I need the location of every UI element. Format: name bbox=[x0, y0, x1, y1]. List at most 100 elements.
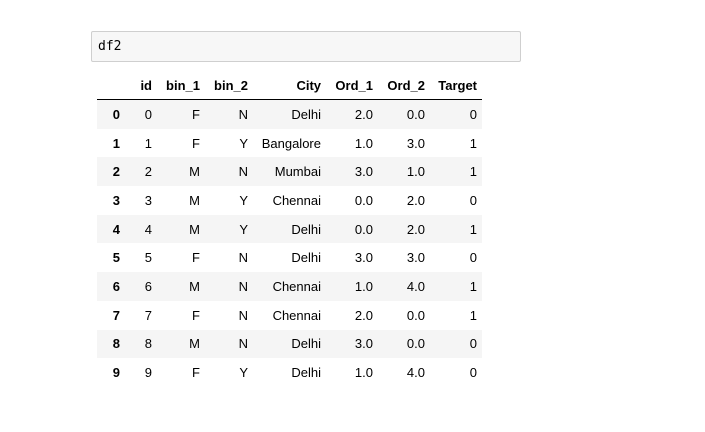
ord-1-cell: 1.0 bbox=[354, 365, 373, 381]
header-target: Target bbox=[430, 72, 482, 100]
row-index-cell: 8 bbox=[112, 336, 120, 352]
table-body: 0 0 F N Delhi 2.0 0.0 0 1 1 F Y Bangalore 1.0 3.0 1 2 2 M N… bbox=[97, 99, 482, 387]
ord-2-cell: 3.0 bbox=[406, 135, 425, 151]
code-cell-input[interactable]: df2 bbox=[91, 31, 521, 62]
ord-2-cell: 2.0 bbox=[406, 221, 425, 237]
bin-2-cell: N bbox=[238, 164, 248, 180]
city-cell: Chennai bbox=[272, 307, 321, 323]
city-cell: Delhi bbox=[291, 106, 321, 122]
row-index-cell: 1 bbox=[112, 135, 120, 151]
table-row: 1 1 F Y Bangalore 1.0 3.0 1 bbox=[97, 128, 482, 158]
bin-2-cell: Y bbox=[239, 192, 248, 208]
ord-1-cell: 2.0 bbox=[354, 307, 373, 323]
bin-2-cell: Y bbox=[239, 221, 248, 237]
table-row: 7 7 F N Chennai 2.0 0.0 1 bbox=[97, 300, 482, 330]
table-row: 2 2 M N Mumbai 3.0 1.0 1 bbox=[97, 157, 482, 187]
id-cell: 8 bbox=[144, 336, 152, 352]
table-row: 0 0 F N Delhi 2.0 0.0 0 bbox=[97, 99, 482, 129]
target-cell: 0 bbox=[469, 192, 477, 208]
target-cell: 1 bbox=[469, 135, 477, 151]
header-ord-1: Ord_1 bbox=[326, 72, 378, 100]
id-cell: 3 bbox=[144, 192, 152, 208]
table-row: 8 8 M N Delhi 3.0 0.0 0 bbox=[97, 329, 482, 359]
row-index-cell: 9 bbox=[112, 365, 120, 381]
ord-2-cell: 3.0 bbox=[406, 250, 425, 266]
table-row: 3 3 M Y Chennai 0.0 2.0 0 bbox=[97, 186, 482, 215]
header-bin-2: bin_2 bbox=[205, 72, 253, 100]
ord-1-cell: 3.0 bbox=[354, 336, 373, 352]
target-cell: 1 bbox=[469, 221, 477, 237]
city-cell: Delhi bbox=[291, 365, 321, 381]
bin-2-cell: N bbox=[238, 250, 248, 266]
row-index-cell: 2 bbox=[112, 164, 120, 180]
bin-2-cell: Y bbox=[239, 365, 248, 381]
bin-1-cell: F bbox=[192, 250, 200, 266]
table-header: id bin_1 bin_2 City Ord_1 Ord_2 Target bbox=[97, 72, 482, 100]
header-id: id bbox=[125, 72, 157, 100]
ord-1-cell: 3.0 bbox=[354, 164, 373, 180]
ord-2-cell: 0.0 bbox=[406, 307, 425, 323]
header-index bbox=[97, 72, 125, 100]
city-cell: Chennai bbox=[272, 278, 321, 294]
city-cell: Delhi bbox=[291, 221, 321, 237]
code-text: df2 bbox=[98, 39, 122, 54]
ord-1-cell: 0.0 bbox=[354, 221, 373, 237]
bin-1-cell: M bbox=[189, 192, 200, 208]
city-cell: Bangalore bbox=[261, 135, 321, 151]
header-bin-1: bin_1 bbox=[157, 72, 205, 100]
target-cell: 0 bbox=[469, 250, 477, 266]
id-cell: 0 bbox=[144, 106, 152, 122]
table-row: 6 6 M N Chennai 1.0 4.0 1 bbox=[97, 272, 482, 301]
dataframe-table: id bin_1 bin_2 City Ord_1 Ord_2 Target 0… bbox=[97, 72, 482, 387]
ord-1-cell: 3.0 bbox=[354, 250, 373, 266]
bin-1-cell: M bbox=[189, 278, 200, 294]
row-index-cell: 6 bbox=[112, 278, 120, 294]
ord-2-cell: 2.0 bbox=[406, 192, 425, 208]
header-ord-2: Ord_2 bbox=[378, 72, 430, 100]
table-row: 4 4 M Y Delhi 0.0 2.0 1 bbox=[97, 214, 482, 244]
city-cell: Delhi bbox=[291, 336, 321, 352]
bin-1-cell: F bbox=[192, 135, 200, 151]
bin-1-cell: F bbox=[192, 365, 200, 381]
id-cell: 9 bbox=[144, 365, 152, 381]
ord-2-cell: 4.0 bbox=[406, 365, 425, 381]
row-index-cell: 0 bbox=[112, 106, 120, 122]
id-cell: 2 bbox=[144, 164, 152, 180]
target-cell: 0 bbox=[469, 365, 477, 381]
ord-1-cell: 2.0 bbox=[354, 106, 373, 122]
target-cell: 1 bbox=[469, 278, 477, 294]
ord-1-cell: 1.0 bbox=[354, 135, 373, 151]
ord-2-cell: 1.0 bbox=[406, 164, 425, 180]
row-index-cell: 3 bbox=[112, 192, 120, 208]
ord-1-cell: 0.0 bbox=[354, 192, 373, 208]
target-cell: 0 bbox=[469, 336, 477, 352]
ord-1-cell: 1.0 bbox=[354, 278, 373, 294]
bin-1-cell: M bbox=[189, 221, 200, 237]
id-cell: 4 bbox=[144, 221, 152, 237]
row-index-cell: 7 bbox=[112, 307, 120, 323]
bin-2-cell: N bbox=[238, 336, 248, 352]
id-cell: 5 bbox=[144, 250, 152, 266]
ord-2-cell: 0.0 bbox=[406, 336, 425, 352]
bin-1-cell: F bbox=[192, 307, 200, 323]
row-index-cell: 4 bbox=[112, 221, 120, 237]
bin-2-cell: N bbox=[238, 106, 248, 122]
header-row: id bin_1 bin_2 City Ord_1 Ord_2 Target bbox=[97, 72, 482, 100]
target-cell: 1 bbox=[469, 307, 477, 323]
bin-2-cell: Y bbox=[239, 135, 248, 151]
id-cell: 1 bbox=[144, 135, 152, 151]
target-cell: 0 bbox=[469, 106, 477, 122]
bin-1-cell: F bbox=[192, 106, 200, 122]
city-cell: Delhi bbox=[291, 250, 321, 266]
header-city: City bbox=[253, 72, 326, 100]
bin-1-cell: M bbox=[189, 336, 200, 352]
target-cell: 1 bbox=[469, 164, 477, 180]
id-cell: 7 bbox=[144, 307, 152, 323]
ord-2-cell: 0.0 bbox=[406, 106, 425, 122]
city-cell: Mumbai bbox=[274, 164, 321, 180]
bin-1-cell: M bbox=[189, 164, 200, 180]
bin-2-cell: N bbox=[238, 307, 248, 323]
ord-2-cell: 4.0 bbox=[406, 278, 425, 294]
id-cell: 6 bbox=[144, 278, 152, 294]
table-row: 5 5 F N Delhi 3.0 3.0 0 bbox=[97, 243, 482, 273]
